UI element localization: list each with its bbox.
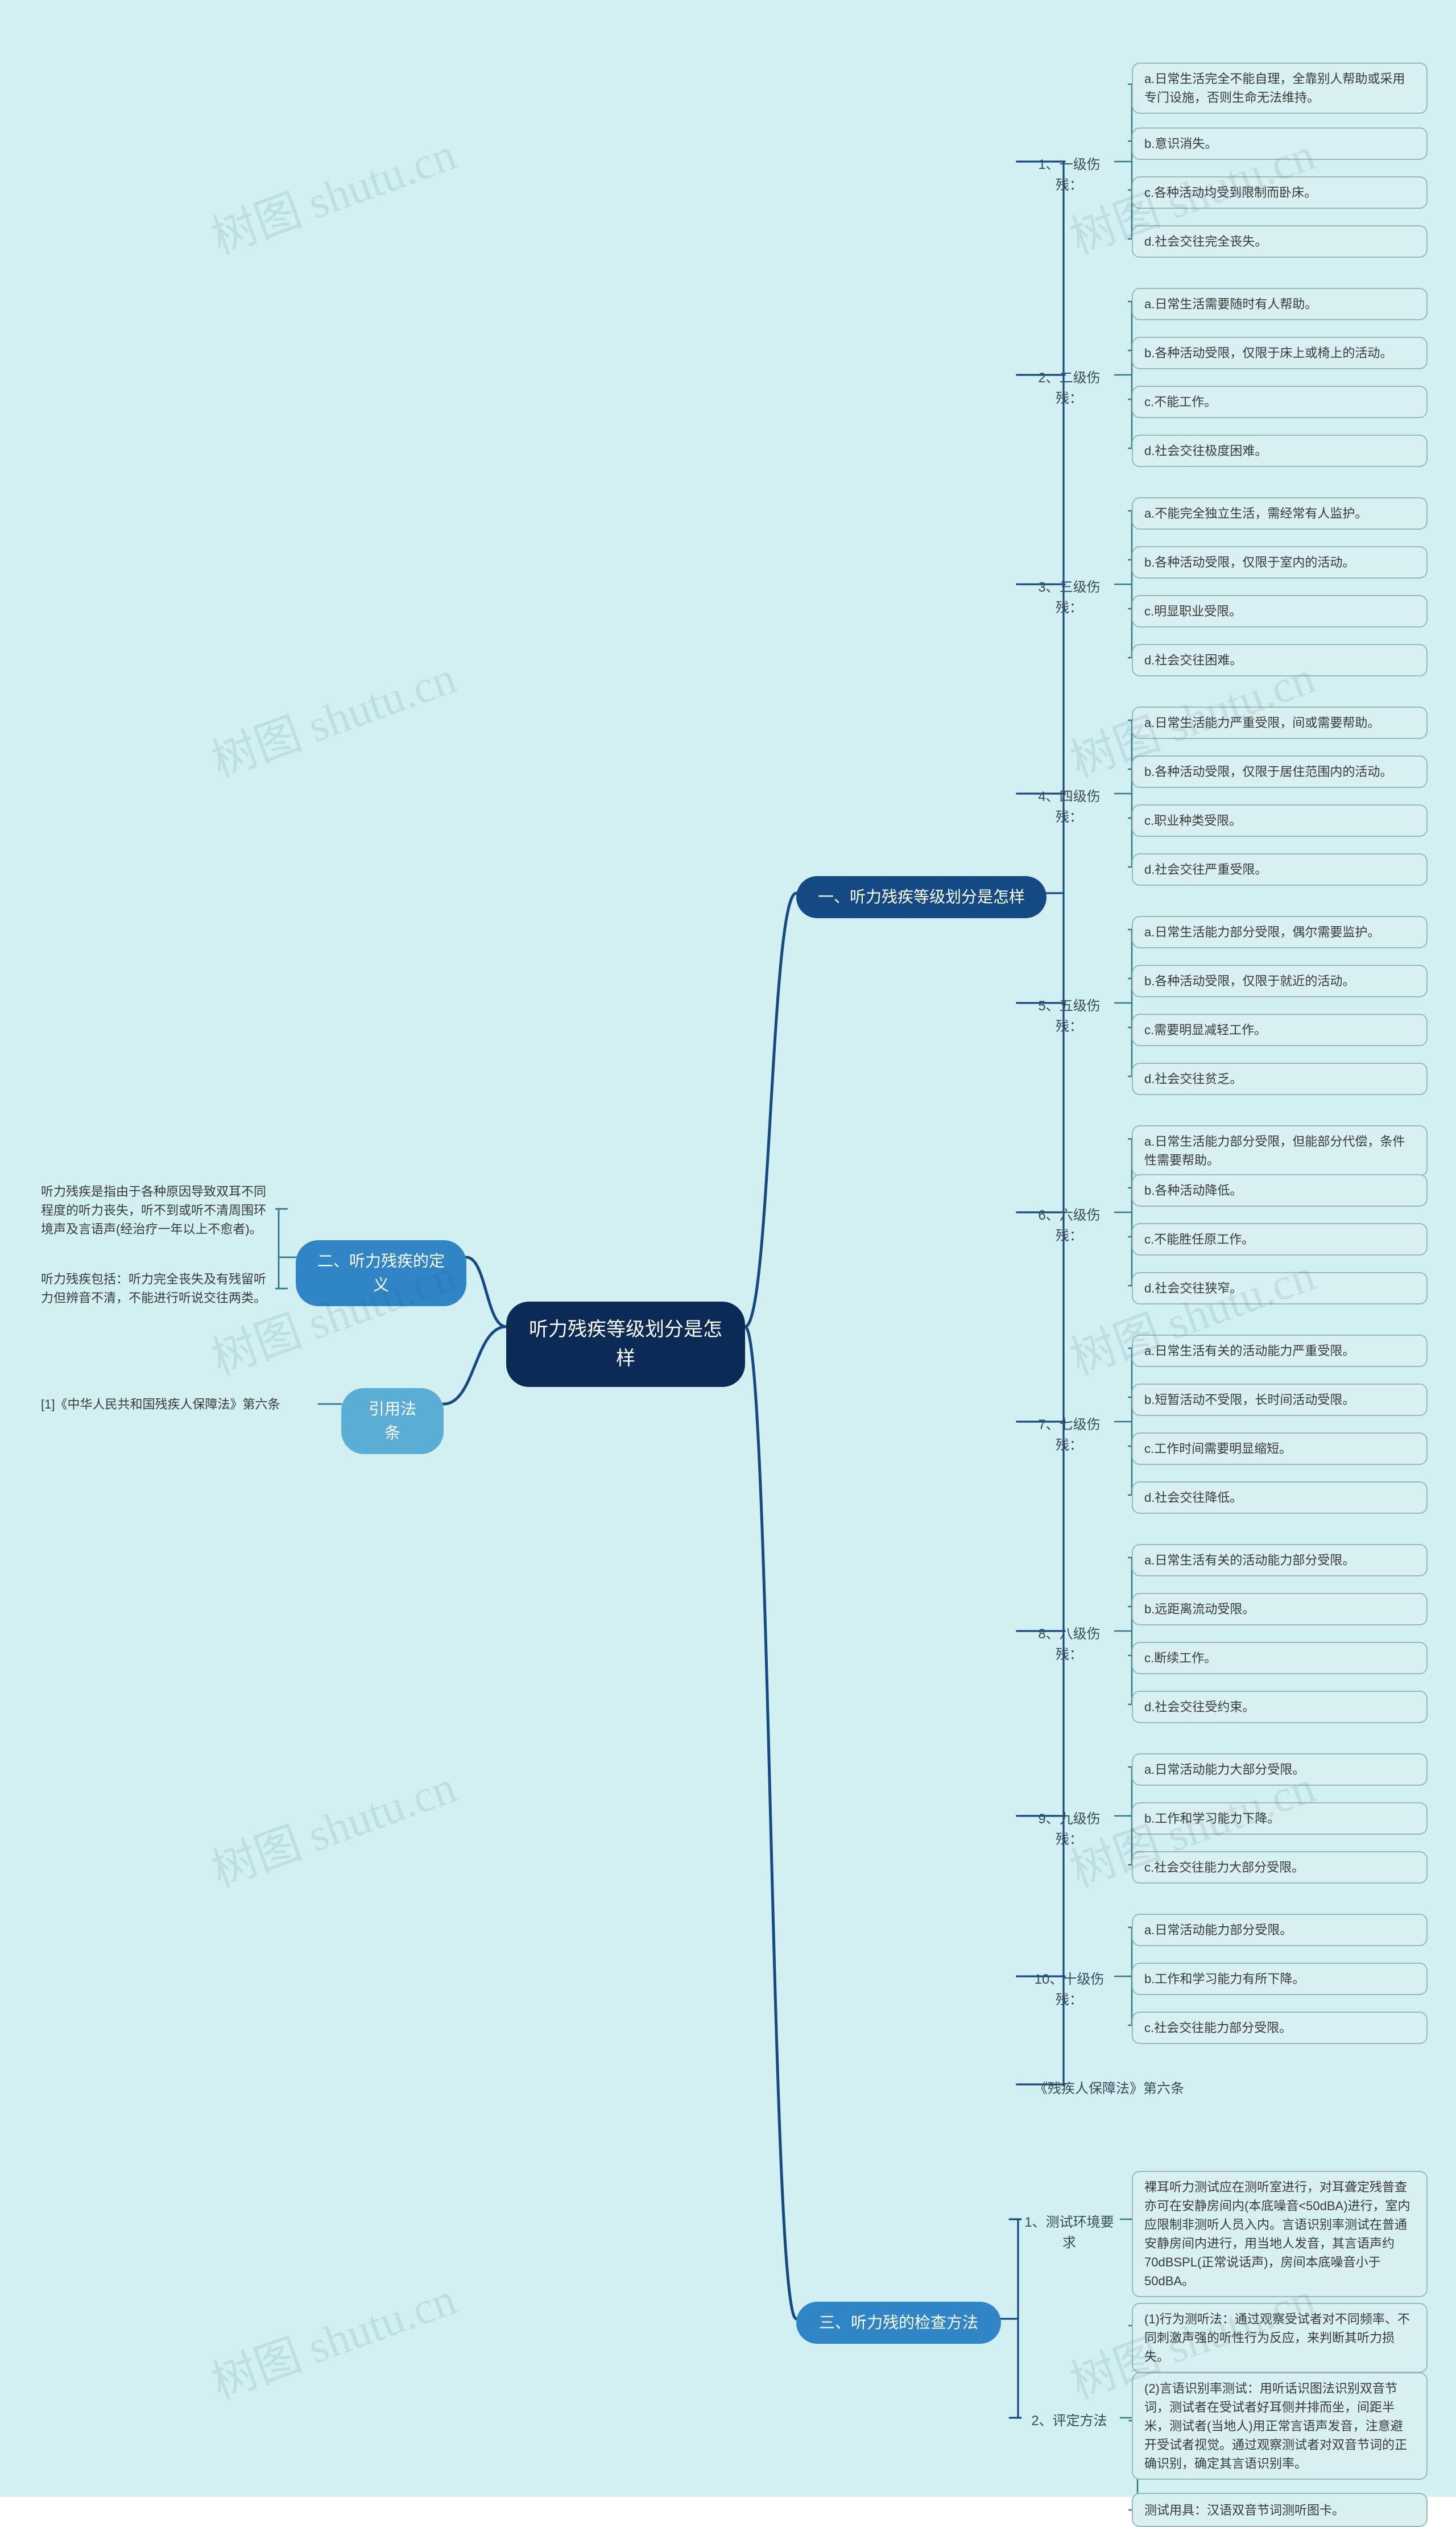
- t3-g1-head: 1、测试环境要求: [1012, 2208, 1126, 2258]
- level-8-item-3: c.断续工作。: [1132, 1642, 1428, 1674]
- t3-g2-item-3: 测试用具：汉语双音节词测听图卡。: [1132, 2493, 1428, 2527]
- level-6-item-2: b.各种活动降低。: [1132, 1174, 1428, 1207]
- level-2-item-2: b.各种活动受限，仅限于床上或椅上的活动。: [1132, 337, 1428, 369]
- level-1-item-4: d.社会交往完全丧失。: [1132, 225, 1428, 258]
- level-3-head: 3、三级伤残：: [1018, 573, 1120, 623]
- level-6-item-4: d.社会交往狭窄。: [1132, 1272, 1428, 1304]
- level-7-item-1: a.日常生活有关的活动能力严重受限。: [1132, 1335, 1428, 1367]
- level-1-head: 1、一级伤残：: [1018, 150, 1120, 200]
- level-8-item-4: d.社会交往受约束。: [1132, 1691, 1428, 1723]
- level-3-item-1: a.不能完全独立生活，需经常有人监护。: [1132, 497, 1428, 530]
- level-5-item-2: b.各种活动受限，仅限于就近的活动。: [1132, 965, 1428, 997]
- level-5-head: 5、五级伤残：: [1018, 992, 1120, 1042]
- level-10-item-3: c.社会交往能力部分受限。: [1132, 2012, 1428, 2044]
- level-4-item-2: b.各种活动受限，仅限于居住范围内的活动。: [1132, 755, 1428, 788]
- level-4-item-3: c.职业种类受限。: [1132, 804, 1428, 837]
- level-2-item-3: c.不能工作。: [1132, 386, 1428, 418]
- t2-leaf-2: 听力残疾包括：听力完全丧失及有残留听力但辨音不清，不能进行听说交往两类。: [34, 1257, 284, 1320]
- level-8-item-1: a.日常生活有关的活动能力部分受限。: [1132, 1544, 1428, 1576]
- level-5-item-3: c.需要明显减轻工作。: [1132, 1014, 1428, 1046]
- topic-2: 二、听力残疾的定义: [296, 1240, 466, 1306]
- level-7-item-4: d.社会交往降低。: [1132, 1481, 1428, 1514]
- level-3-item-4: d.社会交往困难。: [1132, 644, 1428, 676]
- level-1-item-2: b.意识消失。: [1132, 127, 1428, 160]
- level-8-item-2: b.远距离流动受限。: [1132, 1593, 1428, 1625]
- extra-law: 《残疾人保障法》第六条: [1018, 2074, 1200, 2104]
- level-10-item-1: a.日常活动能力部分受限。: [1132, 1914, 1428, 1946]
- level-9-head: 9、九级伤残：: [1018, 1805, 1120, 1855]
- level-3-item-3: c.明显职业受限。: [1132, 595, 1428, 627]
- level-2-head: 2、二级伤残：: [1018, 364, 1120, 414]
- level-2-item-1: a.日常生活需要随时有人帮助。: [1132, 288, 1428, 320]
- level-5-item-1: a.日常生活能力部分受限，偶尔需要监护。: [1132, 916, 1428, 948]
- level-7-head: 7、七级伤残：: [1018, 1410, 1120, 1460]
- level-1-item-1: a.日常生活完全不能自理，全靠别人帮助或采用专门设施，否则生命无法维持。: [1132, 63, 1428, 114]
- level-7-item-3: c.工作时间需要明显缩短。: [1132, 1432, 1428, 1465]
- level-2-item-4: d.社会交往极度困难。: [1132, 435, 1428, 467]
- level-10-item-2: b.工作和学习能力有所下降。: [1132, 1963, 1428, 1995]
- t3-g2-item-1: (1)行为测听法：通过观察受试者对不同频率、不同刺激声强的听性行为反应，来判断其…: [1132, 2303, 1428, 2373]
- t2-leaf-1: 听力残疾是指由于各种原因导致双耳不同程度的听力丧失，听不到或听不清周围环境声及言…: [34, 1178, 284, 1243]
- level-5-item-4: d.社会交往贫乏。: [1132, 1063, 1428, 1095]
- level-9-item-3: c.社会交往能力大部分受限。: [1132, 1851, 1428, 1884]
- level-4-item-1: a.日常生活能力严重受限，间或需要帮助。: [1132, 707, 1428, 739]
- ref-leaf: [1]《中华人民共和国残疾人保障法》第六条: [34, 1390, 318, 1418]
- level-3-item-2: b.各种活动受限，仅限于室内的活动。: [1132, 546, 1428, 579]
- t3-g2-head: 2、评定方法: [1012, 2406, 1126, 2436]
- topic-1: 一、听力残疾等级划分是怎样: [796, 876, 1046, 918]
- level-4-head: 4、四级伤残：: [1018, 782, 1120, 832]
- level-4-item-4: d.社会交往严重受限。: [1132, 853, 1428, 886]
- level-9-item-1: a.日常活动能力大部分受限。: [1132, 1753, 1428, 1786]
- level-6-item-3: c.不能胜任原工作。: [1132, 1223, 1428, 1256]
- level-10-head: 10、十级伤残：: [1018, 1965, 1120, 2015]
- t3-g2-item-2: (2)言语识别率测试：用听话识图法识别双音节词，测试者在受试者好耳侧并排而坐，间…: [1132, 2372, 1428, 2480]
- t3-g1-item-1: 裸耳听力测试应在测听室进行，对耳聋定残普查亦可在安静房间内(本底噪音<50dBA…: [1132, 2171, 1428, 2297]
- level-6-head: 6、六级伤残：: [1018, 1201, 1120, 1251]
- level-8-head: 8、八级伤残：: [1018, 1620, 1120, 1670]
- level-9-item-2: b.工作和学习能力下降。: [1132, 1802, 1428, 1835]
- level-1-item-3: c.各种活动均受到限制而卧床。: [1132, 176, 1428, 209]
- level-6-item-1: a.日常生活能力部分受限，但能部分代偿，条件性需要帮助。: [1132, 1125, 1428, 1176]
- root-node: 听力残疾等级划分是怎样: [506, 1302, 745, 1387]
- topic-3: 三、听力残的检查方法: [796, 2302, 1001, 2344]
- level-7-item-2: b.短暂活动不受限，长时间活动受限。: [1132, 1384, 1428, 1416]
- topic-ref: 引用法条: [341, 1388, 444, 1454]
